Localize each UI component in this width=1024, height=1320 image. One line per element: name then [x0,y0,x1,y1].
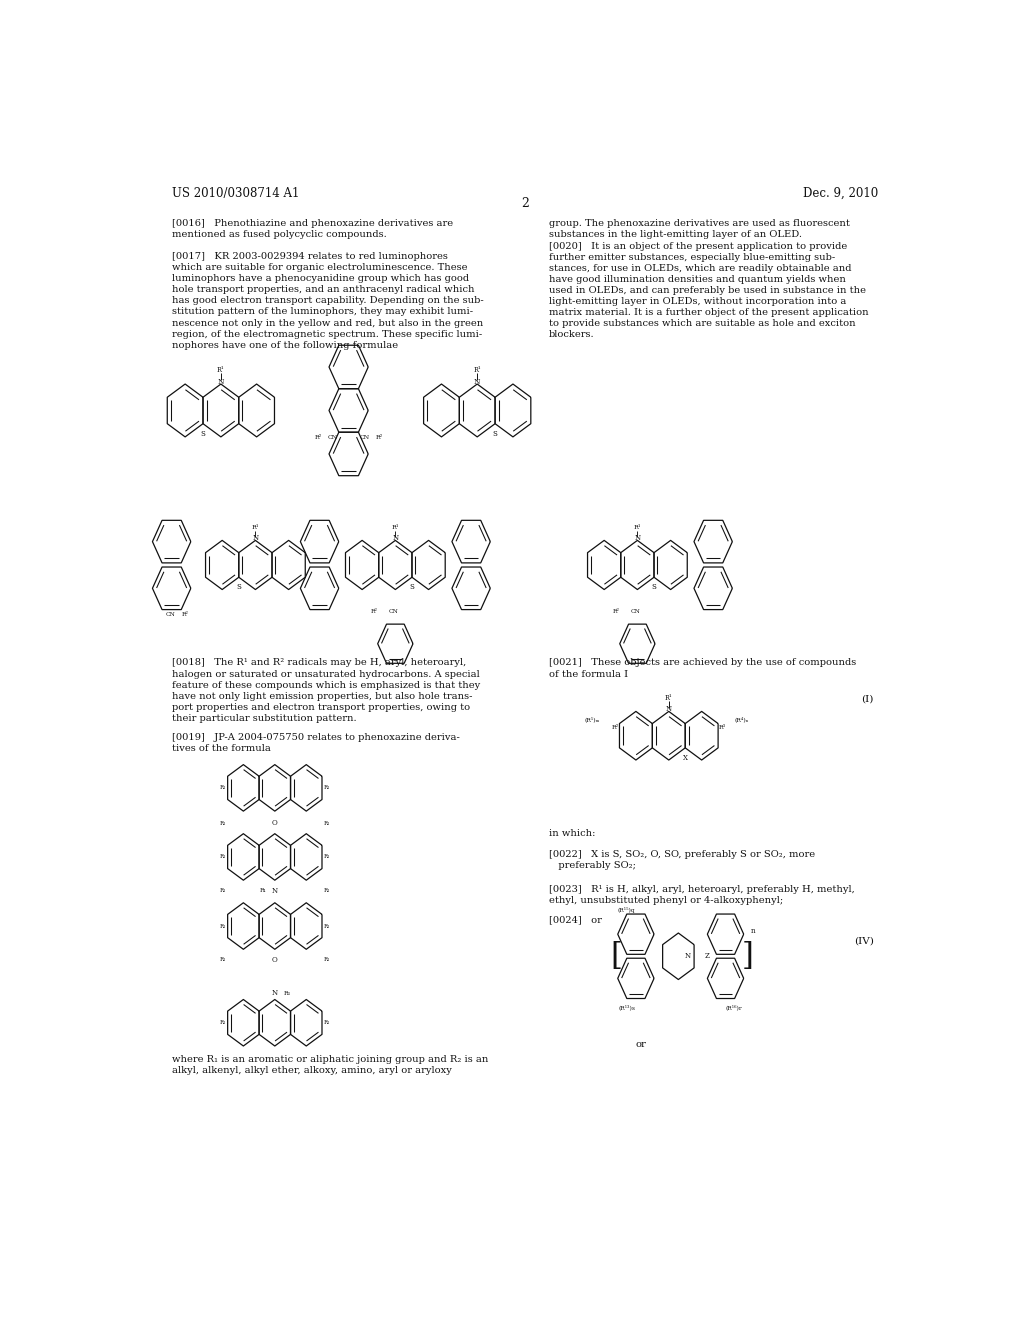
Text: CN: CN [389,609,398,614]
Text: S: S [493,430,498,438]
Text: R₂: R₂ [220,924,226,928]
Text: [0017]   KR 2003-0029394 relates to red luminophores
which are suitable for orga: [0017] KR 2003-0029394 relates to red lu… [172,252,483,350]
Text: [0018]   The R¹ and R² radicals may be H, aryl, heteroaryl,
halogen or saturated: [0018] The R¹ and R² radicals may be H, … [172,659,480,723]
Text: S: S [237,582,242,590]
Text: R₂: R₂ [324,888,330,894]
Text: X: X [683,754,688,762]
Text: R₂: R₂ [324,1020,330,1026]
Text: S: S [201,430,206,438]
Text: R₂: R₂ [220,957,226,962]
Text: R¹: R¹ [391,525,399,529]
Text: (R⁵)ₘ: (R⁵)ₘ [585,715,600,722]
Text: N: N [666,705,672,713]
Text: R¹: R¹ [473,366,481,374]
Text: US 2010/0308714 A1: US 2010/0308714 A1 [172,187,299,199]
Text: R₂: R₂ [220,821,226,826]
Text: N: N [684,952,690,960]
Text: R³: R³ [719,725,726,730]
Text: where R₁ is an aromatic or aliphatic joining group and R₂ is an
alkyl, alkenyl, : where R₁ is an aromatic or aliphatic joi… [172,1055,488,1074]
Text: R₂: R₂ [220,785,226,791]
Text: N: N [271,887,278,895]
Text: [0019]   JP-A 2004-075750 relates to phenoxazine deriva-
tives of the formula: [0019] JP-A 2004-075750 relates to pheno… [172,733,460,752]
Text: group. The phenoxazine derivatives are used as fluorescent
substances in the lig: group. The phenoxazine derivatives are u… [549,219,868,339]
Text: R₂: R₂ [324,785,330,791]
Text: N: N [271,989,278,997]
Text: R₁: R₁ [259,888,266,894]
Text: [0024]   or: [0024] or [549,916,601,924]
Text: ]: ] [741,941,754,972]
Text: [0022]   X is S, SO₂, O, SO, preferably S or SO₂, more
   preferably SO₂;: [0022] X is S, SO₂, O, SO, preferably S … [549,850,815,870]
Text: CN: CN [166,611,176,616]
Text: R²: R² [376,434,383,440]
Text: (R¹⁶)r: (R¹⁶)r [725,1005,741,1010]
Text: R₂: R₂ [220,888,226,894]
Text: in which:: in which: [549,829,595,838]
Text: CN: CN [631,609,641,614]
Text: O: O [272,956,278,964]
Text: Z: Z [705,952,710,960]
Text: N: N [218,378,224,385]
Text: N: N [634,535,640,543]
Text: Dec. 9, 2010: Dec. 9, 2010 [803,187,878,199]
Text: R²: R² [314,434,322,440]
Text: n: n [751,927,756,935]
Text: R²: R² [371,609,377,614]
Text: N: N [252,535,258,543]
Text: [0016]   Phenothiazine and phenoxazine derivatives are
mentioned as fused polycy: [0016] Phenothiazine and phenoxazine der… [172,219,453,239]
Text: R₂: R₂ [324,854,330,859]
Text: [0021]   These objects are achieved by the use of compounds
of the formula I: [0021] These objects are achieved by the… [549,659,856,678]
Text: R₂: R₂ [324,957,330,962]
Text: [: [ [610,941,623,972]
Text: R¹: R¹ [252,525,259,529]
Text: R₂: R₂ [324,821,330,826]
Text: S: S [410,582,415,590]
Text: R¹: R¹ [665,694,673,702]
Text: O: O [272,820,278,828]
Text: or: or [636,1040,647,1049]
Text: N: N [392,535,398,543]
Text: R²: R² [182,611,188,616]
Text: R₃: R₃ [284,990,291,995]
Text: (R⁴)ₙ: (R⁴)ₙ [734,715,749,722]
Text: R₂: R₂ [220,1020,226,1026]
Text: N: N [474,378,480,385]
Text: R¹: R¹ [217,366,224,374]
Text: R²: R² [611,725,618,730]
Text: (I): (I) [861,694,873,704]
Text: CN: CN [328,434,338,440]
Text: R₂: R₂ [324,924,330,928]
Text: (R¹³)s: (R¹³)s [618,1005,635,1010]
Text: (R¹⁵)q: (R¹⁵)q [617,907,635,912]
Text: S: S [651,582,656,590]
Text: 2: 2 [521,197,528,210]
Text: R¹: R¹ [634,525,641,529]
Text: [0023]   R¹ is H, alkyl, aryl, heteroaryl, preferably H, methyl,
ethyl, unsubsti: [0023] R¹ is H, alkyl, aryl, heteroaryl,… [549,886,854,906]
Text: R²: R² [612,609,620,614]
Text: CN: CN [359,434,370,440]
Text: (IV): (IV) [854,936,873,945]
Text: R₂: R₂ [220,854,226,859]
